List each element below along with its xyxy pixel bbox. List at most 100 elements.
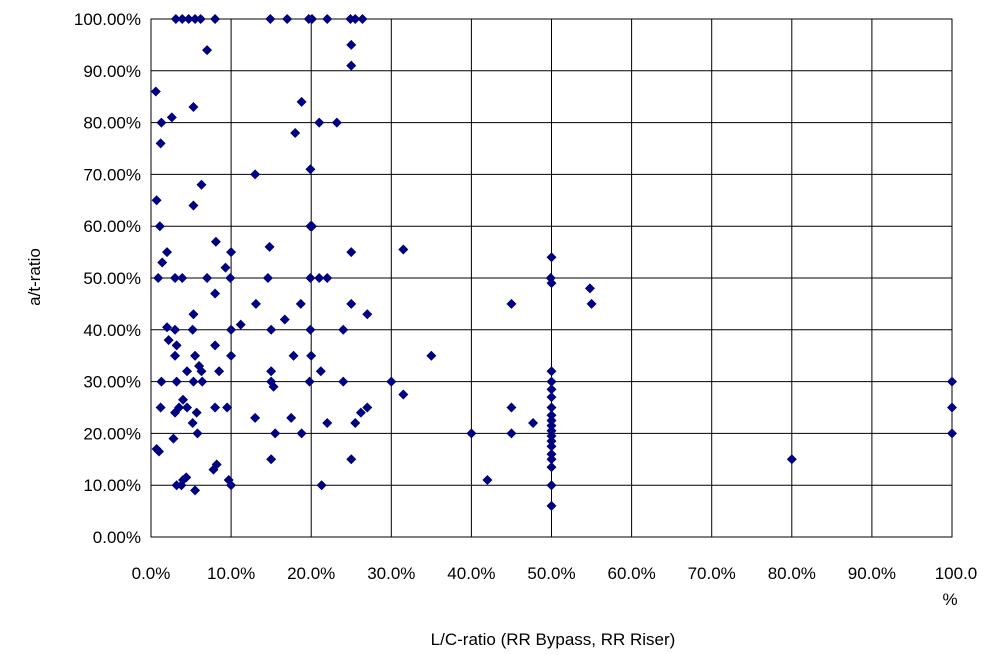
data-point	[191, 407, 202, 418]
data-point	[162, 247, 173, 258]
data-point	[214, 366, 225, 377]
x-tick-label: 70.0%	[688, 564, 736, 583]
y-tick-label: 100.00%	[74, 10, 141, 29]
data-point	[196, 366, 207, 377]
data-point	[322, 273, 333, 283]
data-point	[305, 324, 316, 335]
data-point	[170, 14, 181, 24]
y-tick-labels: 0.00% 10.00% 20.00% 30.00% 40.00% 50.00% 60.00…	[74, 10, 141, 547]
data-point	[546, 402, 557, 413]
data-point	[250, 412, 261, 423]
data-point	[202, 45, 213, 56]
data-point	[316, 480, 327, 491]
data-point	[546, 454, 557, 465]
data-point	[188, 200, 199, 211]
data-point	[156, 376, 167, 387]
data-point	[296, 428, 307, 439]
data-point	[398, 244, 409, 255]
data-point	[266, 324, 277, 335]
data-point	[482, 475, 493, 486]
data-point	[155, 138, 166, 149]
data-point	[398, 389, 409, 400]
data-point	[190, 14, 201, 24]
data-point	[170, 407, 181, 418]
data-point	[546, 420, 557, 431]
data-point	[584, 283, 595, 294]
y-tick-label: 90.00%	[83, 62, 141, 81]
data-point	[546, 376, 557, 387]
data-point	[346, 39, 357, 50]
data-point	[177, 14, 188, 24]
y-tick-label: 10.00%	[83, 476, 141, 495]
data-point	[546, 384, 557, 395]
y-tick-label: 0.00%	[93, 528, 141, 547]
data-point	[426, 350, 437, 361]
y-tick-label: 80.00%	[83, 114, 141, 133]
data-point	[202, 273, 213, 283]
data-point	[506, 402, 517, 413]
data-point	[586, 298, 597, 309]
data-point	[162, 322, 173, 333]
data-point	[338, 324, 349, 335]
data-point	[187, 418, 198, 429]
data-point	[296, 96, 307, 107]
data-point	[386, 376, 397, 387]
data-point	[177, 273, 188, 283]
data-point	[154, 221, 165, 232]
data-point	[170, 324, 181, 335]
x-tick-label: 40.0%	[447, 564, 495, 583]
x-tick-label-overflow: %	[942, 590, 957, 609]
data-point	[466, 428, 477, 439]
data-point	[190, 485, 201, 496]
y-tick-label: 20.00%	[83, 424, 141, 443]
x-tick-labels: 0.0% 10.0% 20.0% 30.0% 40.0% 50.0% 60.0% 70.0% 8…	[132, 564, 978, 583]
data-point	[166, 112, 177, 123]
x-tick-label: 20.0%	[287, 564, 335, 583]
data-point	[346, 454, 357, 465]
y-tick-label: 50.00%	[83, 269, 141, 288]
data-point	[331, 117, 342, 128]
data-point	[226, 324, 237, 335]
data-point	[265, 14, 276, 24]
data-point	[151, 195, 162, 206]
data-point	[546, 366, 557, 377]
data-point	[163, 335, 174, 346]
data-point	[304, 376, 315, 387]
data-point	[290, 127, 301, 138]
x-tick-label: 50.0%	[527, 564, 575, 583]
data-point	[546, 392, 557, 403]
data-point	[546, 252, 557, 263]
data-point	[546, 425, 557, 436]
data-point	[305, 273, 316, 283]
data-point	[220, 262, 231, 273]
data-point	[178, 394, 189, 405]
data-point	[307, 14, 318, 24]
data-point	[350, 418, 361, 429]
x-tick-label: 100.0	[935, 564, 978, 583]
data-point	[153, 273, 164, 283]
data-point	[506, 298, 517, 309]
plot-area-frame	[150, 18, 953, 538]
data-point	[188, 376, 199, 387]
y-axis-title: a/t-ratio	[25, 248, 44, 306]
data-point	[250, 169, 261, 180]
data-point	[346, 298, 357, 309]
data-point	[226, 350, 237, 361]
data-point	[305, 164, 316, 175]
data-point	[947, 376, 957, 387]
data-point	[546, 480, 557, 491]
data-point	[210, 236, 221, 247]
data-point	[210, 288, 221, 299]
data-point	[155, 402, 166, 413]
data-point	[176, 480, 187, 491]
data-point	[268, 381, 279, 392]
data-point	[546, 449, 557, 460]
data-point	[182, 402, 193, 413]
data-point	[786, 454, 797, 465]
data-point	[156, 117, 167, 128]
data-point	[195, 14, 206, 24]
data-point	[235, 319, 246, 330]
data-point	[528, 418, 539, 429]
data-point	[279, 314, 290, 325]
